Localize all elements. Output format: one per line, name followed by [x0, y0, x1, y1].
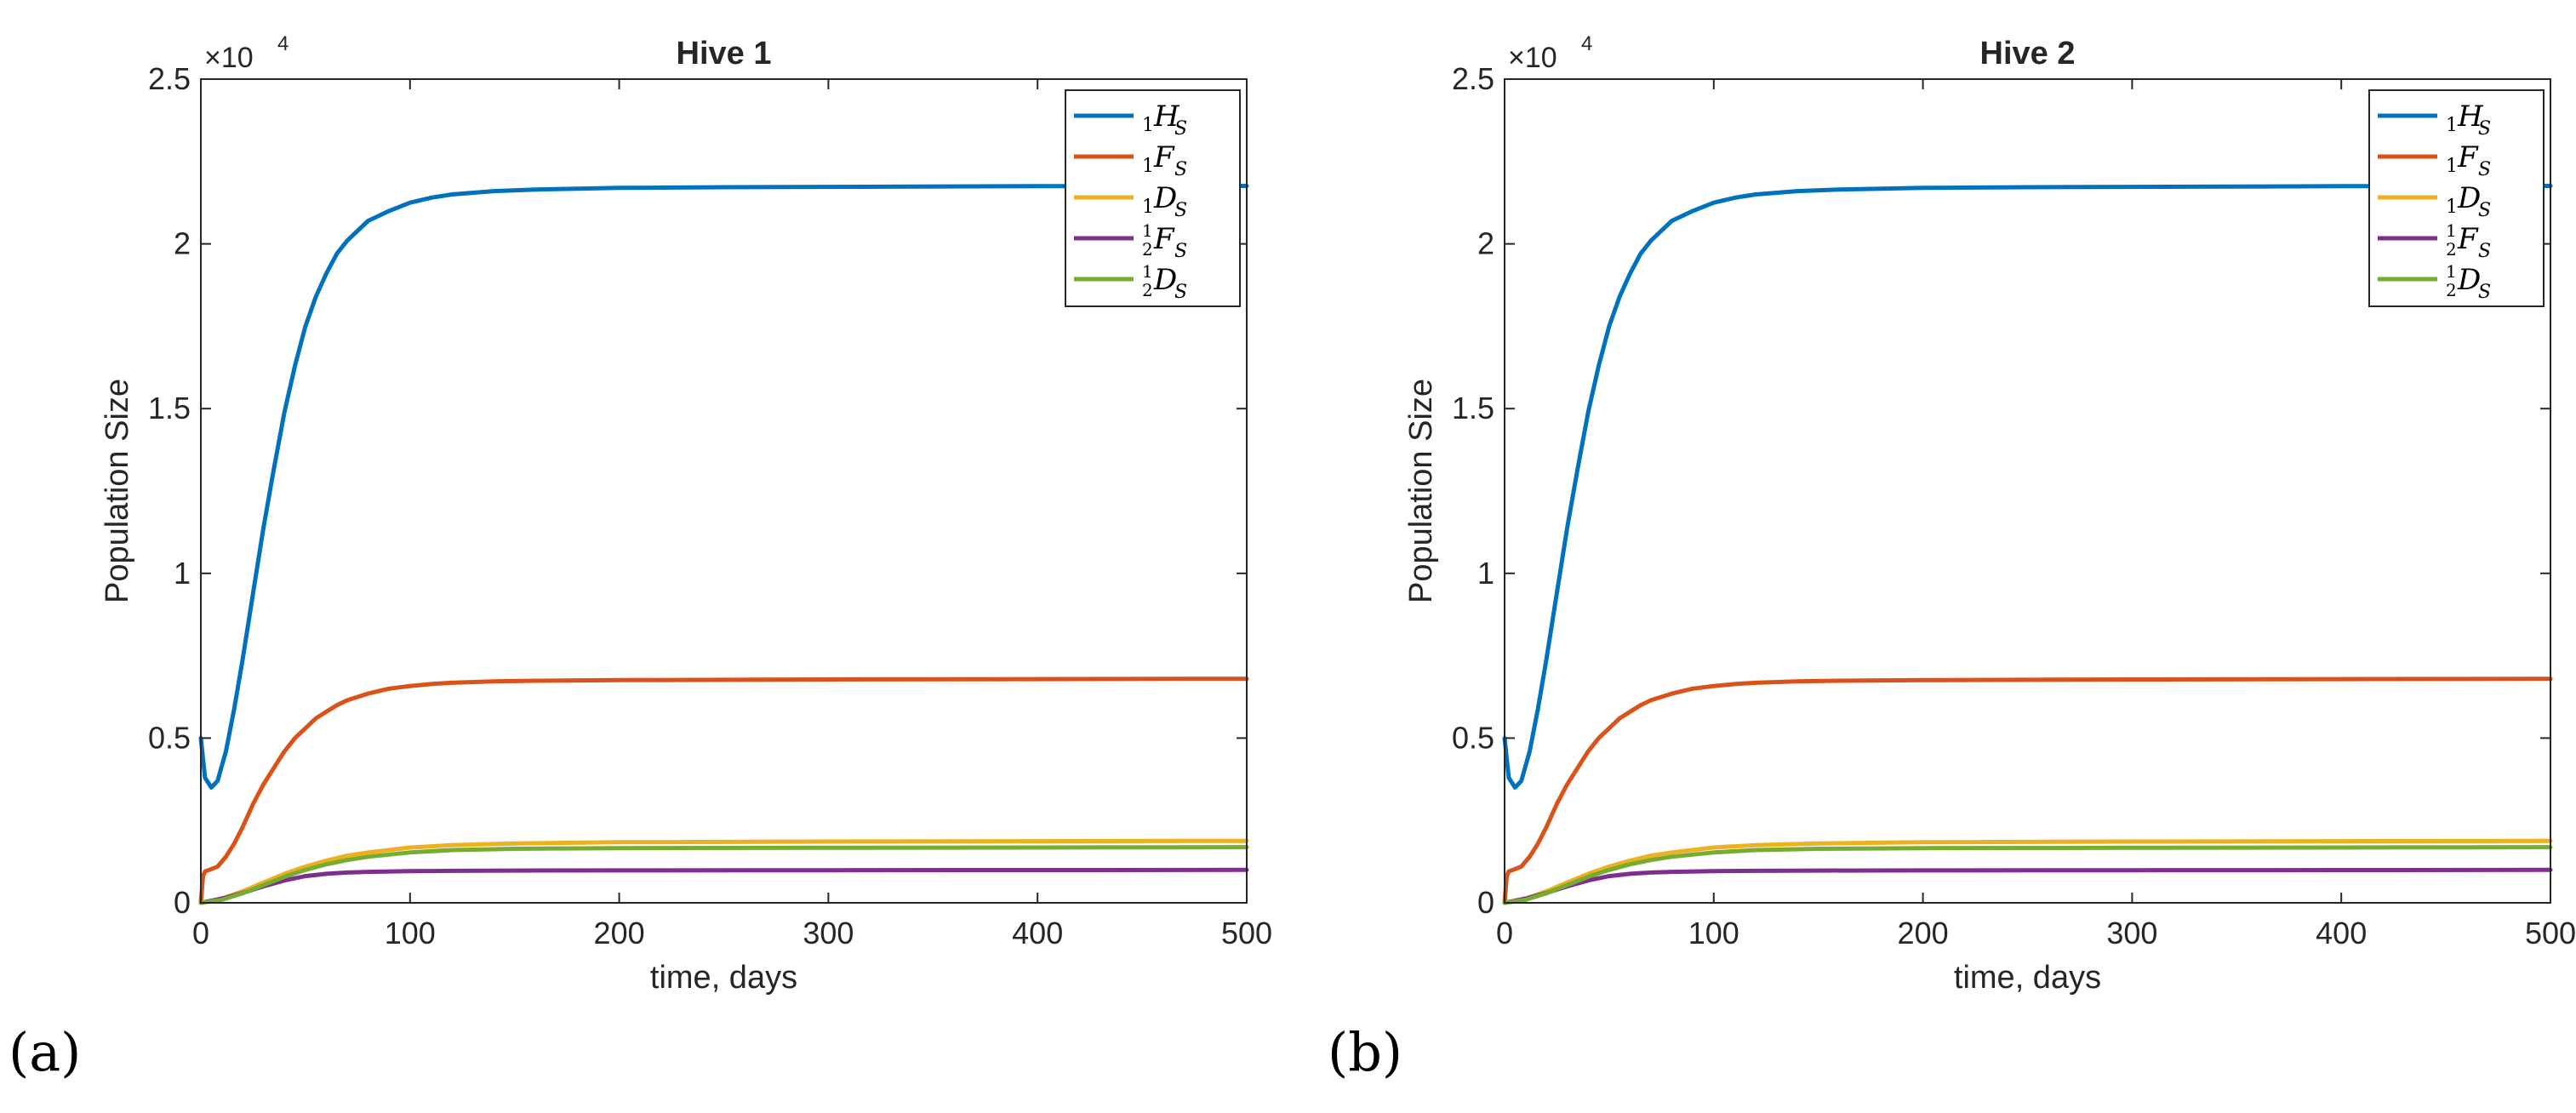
legend-sub: S — [2478, 118, 2491, 140]
y-exponent-power: 4 — [1581, 32, 1592, 55]
y-tick-label: 1 — [1477, 556, 1494, 591]
legend-sub: S — [2478, 200, 2491, 221]
x-tick-label: 500 — [2525, 916, 2576, 950]
legend-symbol: D — [2457, 181, 2481, 215]
legend-sub: S — [1174, 241, 1187, 262]
legend-pre-sub: 1 — [1142, 156, 1154, 177]
legend-symbol: F — [1153, 140, 1175, 174]
legend-symbol: D — [1153, 181, 1177, 215]
x-tick-label: 0 — [192, 916, 209, 950]
chart-title: Hive 2 — [1980, 36, 2076, 71]
y-tick-label: 1.5 — [1452, 391, 1494, 425]
legend-pre-sub: 2 — [2446, 239, 2457, 260]
series-line-d — [1502, 838, 2553, 905]
y-tick-label: 0.5 — [1452, 720, 1494, 755]
x-tick-label: 100 — [385, 916, 436, 950]
series-line-f — [198, 676, 1249, 905]
x-axis-label: time, days — [650, 960, 797, 996]
series-line-h — [1502, 184, 2553, 790]
legend-symbol: F — [2457, 140, 2479, 174]
chart-title: Hive 1 — [677, 36, 772, 71]
legend-sub: S — [1174, 118, 1187, 140]
chart-hive-1: 0 100 200 300 400 500 0 0.5 1 1.5 2 2.5 ×10 4 Hive 1 ti… — [100, 32, 1272, 996]
legend-sub: S — [1174, 200, 1187, 221]
legend-sub: S — [2478, 282, 2491, 303]
y-tick-label: 2.5 — [1452, 61, 1494, 96]
y-tick-label: 0 — [174, 885, 191, 920]
y-tick-label: 2 — [1477, 226, 1494, 261]
legend-pre-sub: 1 — [2446, 156, 2458, 177]
x-tick-label: 200 — [594, 916, 645, 950]
y-axis-label: Population Size — [1403, 379, 1439, 603]
y-exponent-label: ×10 — [1508, 42, 1557, 74]
series-line-d12 — [198, 845, 1249, 905]
x-tick-label: 300 — [803, 916, 854, 950]
x-axis-label: time, days — [1954, 960, 2101, 996]
series-line-d12 — [1502, 845, 2553, 905]
x-tick-label: 200 — [1898, 916, 1949, 950]
legend-symbol: D — [2457, 263, 2481, 297]
y-axis-label: Population Size — [100, 379, 135, 603]
legend-sup: 1 — [2446, 261, 2457, 282]
axes-box — [200, 78, 1248, 904]
chart-hive-2: 0 100 200 300 400 500 0 0.5 1 1.5 2 2.5 ×10 4 Hive 2 ti… — [1403, 32, 2576, 996]
series-line-h — [198, 184, 1249, 790]
panel-label-a: (a) — [9, 1021, 82, 1083]
legend-pre-sub: 2 — [1142, 239, 1153, 260]
legend-sub: S — [1174, 282, 1187, 303]
x-tick-label: 500 — [1221, 916, 1272, 950]
y-tick-label: 0 — [1477, 885, 1494, 920]
y-exponent-label: ×10 — [204, 42, 254, 74]
y-tick-label: 1.5 — [148, 391, 191, 425]
legend-pre-sub: 2 — [2446, 280, 2457, 300]
legend-pre-sub: 1 — [1142, 197, 1154, 218]
legend-sub: S — [2478, 159, 2491, 180]
legend-symbol: H — [1153, 100, 1180, 134]
x-tick-label: 400 — [2316, 916, 2367, 950]
legend-symbol: H — [2457, 100, 2484, 134]
legend-symbol: D — [1153, 263, 1177, 297]
legend-sub: S — [2478, 241, 2491, 262]
x-tick-label: 0 — [1496, 916, 1513, 950]
legend-pre-sub: 1 — [2446, 115, 2458, 136]
axes-box — [1504, 78, 2551, 904]
y-exponent-power: 4 — [277, 32, 288, 55]
legend-pre-sub: 1 — [2446, 197, 2458, 218]
series-line-f — [1502, 676, 2553, 905]
panel-label-b: (b) — [1328, 1021, 1403, 1083]
y-tick-label: 2 — [174, 226, 191, 261]
legend-sub: S — [1174, 159, 1187, 180]
x-tick-label: 400 — [1012, 916, 1063, 950]
y-tick-label: 0.5 — [148, 720, 191, 755]
y-tick-label: 2.5 — [148, 61, 191, 96]
legend-sup: 1 — [1142, 261, 1153, 282]
legend-symbol: F — [1153, 222, 1175, 256]
legend-pre-sub: 2 — [1142, 280, 1153, 300]
chart-panel-hive-1: 0 100 200 300 400 500 0 0.5 1 1.5 2 2.5 ×10 4 Hive 1 ti… — [0, 0, 1277, 1113]
y-tick-label: 1 — [174, 556, 191, 591]
legend-sup: 1 — [1142, 220, 1153, 241]
series-line-d — [198, 838, 1249, 905]
chart-panel-hive-2: 0 100 200 300 400 500 0 0.5 1 1.5 2 2.5 ×10 4 Hive 2 ti… — [1304, 0, 2576, 1113]
x-tick-label: 100 — [1688, 916, 1739, 950]
legend-sup: 1 — [2446, 220, 2457, 241]
legend-pre-sub: 1 — [1142, 115, 1154, 136]
x-tick-label: 300 — [2106, 916, 2157, 950]
legend-symbol: F — [2457, 222, 2479, 256]
